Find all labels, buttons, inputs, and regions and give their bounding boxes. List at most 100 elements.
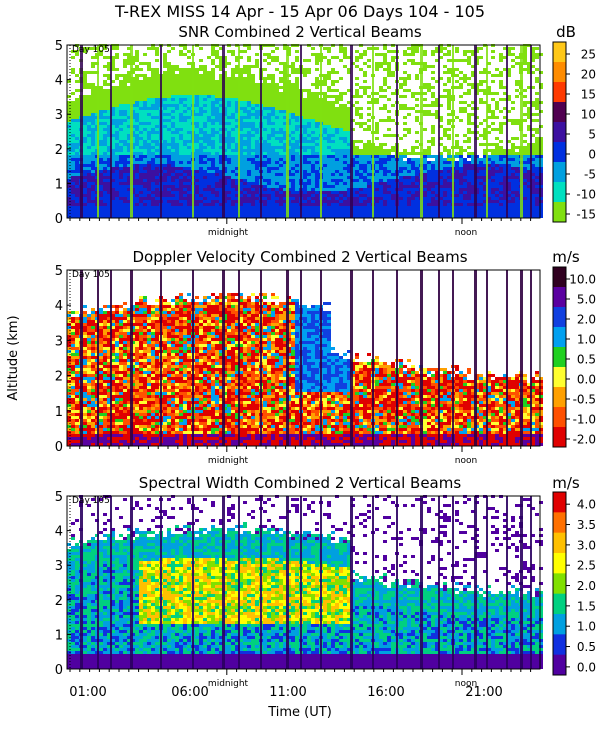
colorbar-swatch	[553, 102, 566, 123]
colorbar-units: m/s	[552, 474, 580, 492]
panel-1: SNR Combined 2 Vertical Beams dB Day 105 0 1…	[55, 23, 596, 238]
y-tick-label: 1	[55, 177, 63, 192]
colorbar-label: 0.0	[577, 372, 596, 386]
y-tick-label: 3	[55, 334, 63, 349]
day-label: Day 105	[72, 270, 110, 280]
y-tick-label: 0	[55, 212, 63, 227]
noon-label: noon	[455, 456, 477, 466]
colorbar-swatch	[553, 347, 566, 368]
colorbar-swatch	[553, 82, 566, 103]
y-tick-label: 1	[55, 628, 63, 643]
colorbar-label: -0.5	[573, 392, 596, 406]
colorbar-swatch	[553, 492, 566, 513]
noon-label: noon	[455, 228, 477, 238]
day-label: Day 105	[72, 496, 110, 506]
colorbar-frame	[552, 266, 567, 448]
heatmap-stripes	[80, 496, 532, 669]
plot-frame	[66, 269, 541, 447]
plot-frame	[66, 495, 541, 670]
colorbar-label: 2.0	[577, 312, 596, 326]
colorbar-label: -2.0	[573, 432, 596, 446]
figure-header: T-REX MISS 14 Apr - 15 Apr 06 Days 104 -…	[114, 2, 485, 21]
colorbar-swatch	[553, 287, 566, 308]
y-tick-label: 2	[55, 370, 63, 385]
midnight-label: midnight	[208, 456, 249, 466]
y-tick-label: 1	[55, 405, 63, 420]
colorbar-swatch	[553, 654, 566, 676]
colorbar-swatch	[553, 327, 566, 348]
colorbar-label: 20	[581, 67, 596, 81]
plot-frame	[66, 44, 541, 219]
colorbar-label: 1.0	[577, 620, 596, 634]
colorbar-label: 5	[588, 127, 596, 141]
colorbar-label: 3.0	[577, 538, 596, 552]
noon-label: noon	[455, 679, 477, 689]
colorbar-label: 0.5	[577, 640, 596, 654]
colorbar-frame	[552, 491, 567, 676]
colorbar-label: 1.5	[577, 599, 596, 613]
colorbar-swatch	[553, 122, 566, 143]
y-tick-label: 3	[55, 108, 63, 123]
y-tick-label: 0	[55, 440, 63, 455]
heatmap-stripes	[80, 270, 532, 446]
colorbar-swatch	[553, 407, 566, 428]
colorbar-label: 10.0	[569, 272, 596, 286]
colorbar-label: 1.0	[577, 332, 596, 346]
colorbar-label: -10	[576, 187, 596, 201]
y-tick-label: 5	[55, 264, 63, 279]
panel-title: Spectral Width Combined 2 Vertical Beams	[139, 474, 462, 492]
x-tick-label: 11:00	[269, 685, 306, 700]
colorbar-label: 0	[588, 147, 596, 161]
colorbar-swatch	[553, 142, 566, 163]
colorbar-swatch	[553, 573, 566, 595]
colorbar-label: 0.5	[577, 352, 596, 366]
colorbar-swatch	[553, 634, 566, 656]
colorbar-swatch	[553, 614, 566, 635]
colorbar-swatch	[553, 202, 566, 223]
y-axis-label: Altitude (km)	[6, 315, 21, 400]
colorbar-units: dB	[556, 23, 576, 41]
colorbar-label: 0.0	[577, 660, 596, 674]
midnight-label: midnight	[208, 679, 249, 689]
colorbar: 25 20 15 10 5 0 -5 -10 -15	[552, 41, 596, 223]
x-tick-label: 01:00	[69, 685, 106, 700]
colorbar-swatch	[553, 62, 566, 83]
heatmap-cells	[67, 495, 543, 669]
colorbar: 10.0 5.0 2.0 1.0 0.5 0.0 -0.5 -1.0 -2.0	[552, 266, 596, 448]
colorbar-swatch	[553, 532, 566, 554]
colorbar-label: 2.5	[577, 559, 596, 573]
heatmap-stripes	[80, 45, 532, 218]
y-tick-label: 4	[55, 299, 63, 314]
y-tick-label: 0	[55, 663, 63, 678]
y-tick-label: 5	[55, 490, 63, 505]
x-tick-label: 06:00	[171, 685, 208, 700]
y-tick-label: 3	[55, 559, 63, 574]
colorbar-swatch	[553, 267, 566, 288]
colorbar-swatch	[553, 553, 566, 574]
colorbar-swatch	[553, 307, 566, 328]
y-tick-label: 2	[55, 143, 63, 158]
colorbar-label: 4.0	[577, 498, 596, 512]
colorbar-swatch	[553, 387, 566, 408]
x-tick-label: 21:00	[465, 685, 502, 700]
panel-title: SNR Combined 2 Vertical Beams	[178, 23, 421, 41]
colorbar-swatch	[553, 593, 566, 615]
midnight-label: midnight	[208, 228, 249, 238]
y-tick-label: 5	[55, 39, 63, 54]
colorbar-label: -1.0	[573, 412, 596, 426]
colorbar-label: -5	[584, 167, 596, 181]
colorbar-swatch	[553, 512, 566, 534]
y-tick-label: 2	[55, 594, 63, 609]
colorbar-swatch	[553, 427, 566, 448]
colorbar-label: 2.0	[577, 579, 596, 593]
colorbar-label: 25	[581, 47, 596, 61]
colorbar-label: -15	[576, 207, 596, 221]
x-axis-label: Time (UT)	[267, 705, 332, 720]
colorbar-label: 5.0	[577, 292, 596, 306]
heatmap-cells	[67, 44, 543, 218]
colorbar-frame	[552, 41, 567, 223]
y-tick-label: 4	[55, 74, 63, 89]
panel-3: Spectral Width Combined 2 Vertical Beams…	[55, 474, 596, 720]
colorbar-swatch	[553, 162, 566, 183]
